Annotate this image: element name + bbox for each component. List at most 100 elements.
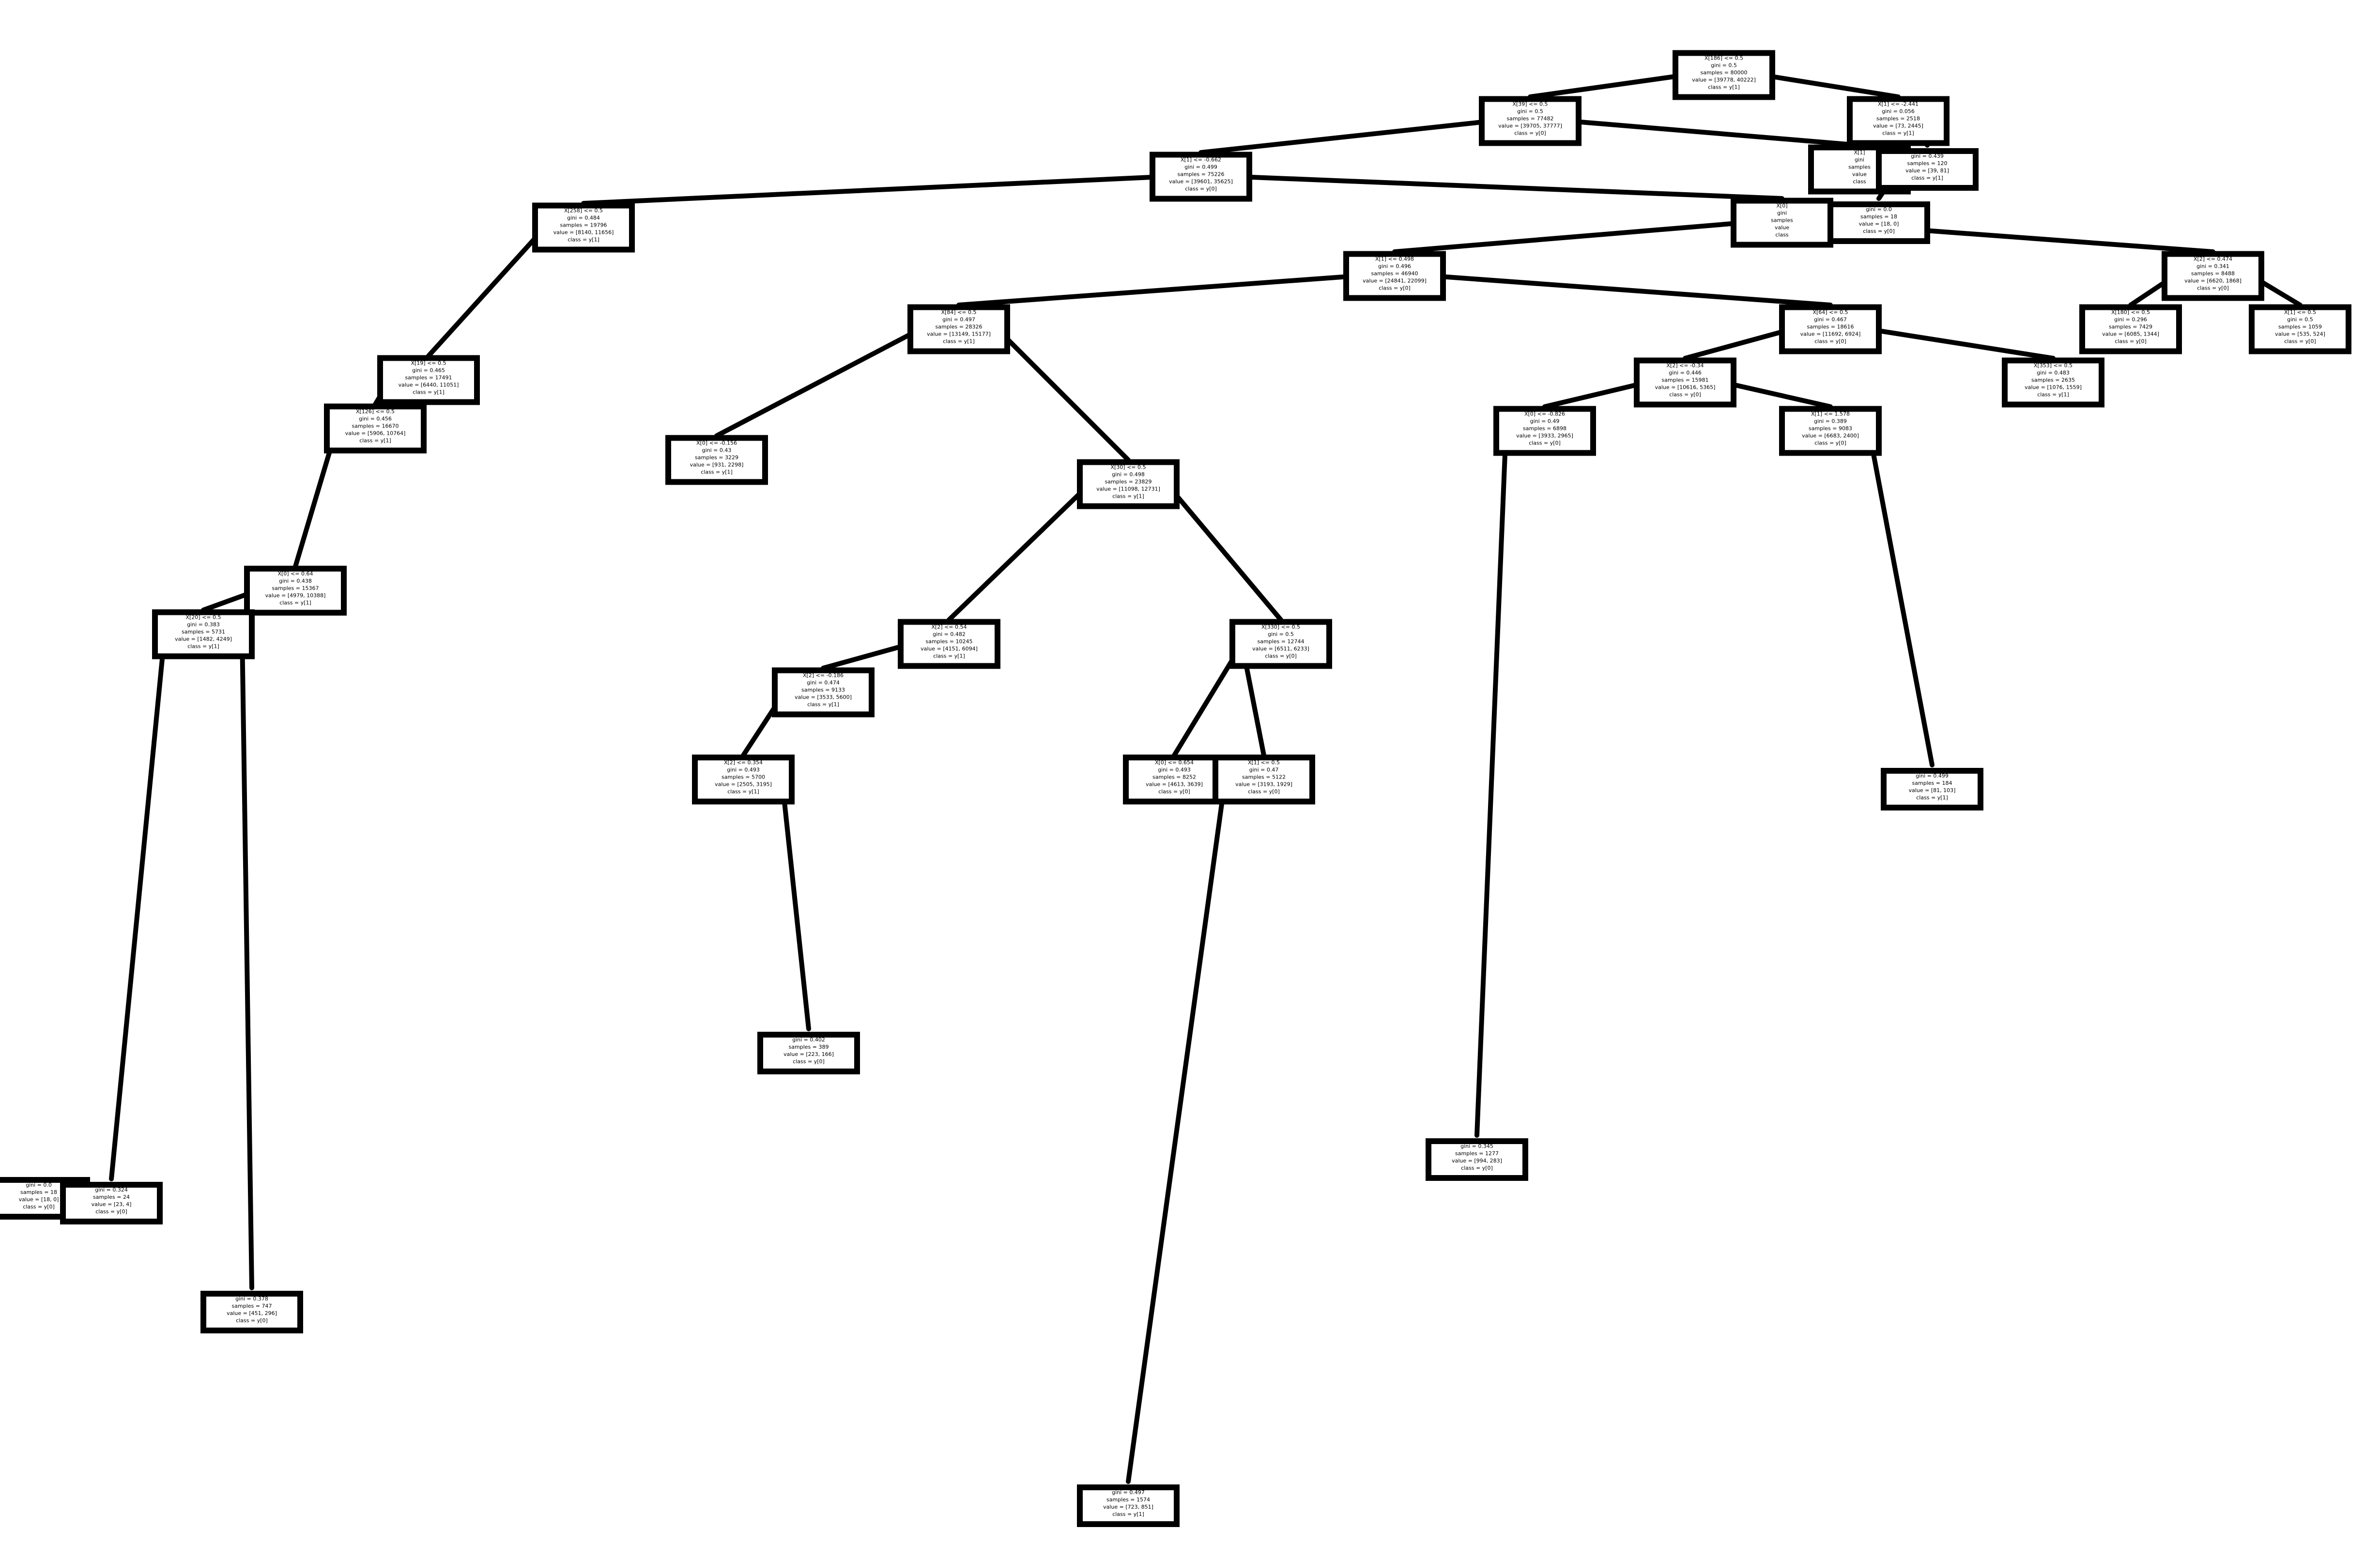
node-label-line: samples = 747 xyxy=(232,1303,272,1309)
node-label-line: samples = 5700 xyxy=(722,774,765,780)
node-label-line: class = y[1] xyxy=(568,237,599,243)
node-box xyxy=(1827,201,1930,244)
node-label-line: X[353] <= 0.5 xyxy=(2034,363,2073,369)
node-box xyxy=(1847,96,1950,146)
node-label-line: class = y[0] xyxy=(1814,338,1846,345)
tree-edge-n12-n15 xyxy=(1683,327,1794,361)
node-label-line: gini xyxy=(1777,210,1787,216)
node-label-line: class = y[0] xyxy=(1863,228,1895,234)
node-label-line: gini = 0.5 xyxy=(1268,631,1294,638)
node-label-line: class = y[0] xyxy=(1669,392,1701,398)
node-box xyxy=(377,355,480,405)
tree-edge-n30-n37 xyxy=(109,632,167,1181)
node-label-line: gini = 0.499 xyxy=(1184,164,1217,170)
node-label-line: samples = 75226 xyxy=(1178,171,1225,178)
node-label-line: X[19] <= 0.5 xyxy=(411,360,446,367)
node-box xyxy=(1150,152,1252,202)
tree-edge-n20-n22 xyxy=(1165,482,1283,622)
node-label-line: X[0] <= 0.654 xyxy=(1155,760,1194,766)
node-label-line: samples = 7429 xyxy=(2109,324,2152,330)
node-box xyxy=(2249,304,2351,354)
node-label-line: samples = 5731 xyxy=(182,629,225,635)
node-label-line: samples = 17491 xyxy=(405,375,452,381)
node-label-line: value = [223, 166] xyxy=(783,1051,834,1057)
tree-edge-n20-n21 xyxy=(947,482,1092,622)
tree-edge-n0-n2 xyxy=(1760,73,1901,99)
node-label-line: X[30] <= 0.5 xyxy=(1110,464,1146,471)
node-label-line: class = y[0] xyxy=(1248,789,1280,795)
node-label-line: gini = 0.383 xyxy=(187,622,220,628)
node-label-line: X[2] <= -0.34 xyxy=(1666,363,1704,369)
node-box xyxy=(200,1291,303,1333)
node-label-line: value = [3933, 2965] xyxy=(1516,433,1573,439)
node-label-line: samples = 9133 xyxy=(801,687,845,693)
node-label-line: value = [535, 524] xyxy=(2275,331,2325,337)
tree-edge-n15-n17 xyxy=(1542,380,1649,409)
node-label-line: value = [8140, 11656] xyxy=(553,229,614,236)
node-label-line: gini = 0.465 xyxy=(412,367,445,374)
node-label-line: samples = 15981 xyxy=(1662,377,1709,383)
node-label-line: class = y[0] xyxy=(793,1058,825,1065)
node-label-line: value = [6440, 11051] xyxy=(399,382,459,388)
node-label-line: gini = 0.5 xyxy=(2287,317,2313,323)
node-box xyxy=(1123,754,1226,805)
node-label-line: gini = 0.5 xyxy=(1517,108,1543,115)
node-label-line: class xyxy=(1853,179,1866,185)
node-label-line: samples = 184 xyxy=(1912,780,1952,786)
node-label-line: class = y[0] xyxy=(95,1208,127,1215)
tree-edge-n11-n20 xyxy=(995,327,1131,462)
node-box xyxy=(2079,304,2182,354)
node-label-line: gini = 0.499 xyxy=(1916,773,1949,779)
node-label-line: gini = 0.0 xyxy=(1866,206,1892,213)
node-label-line: samples = 80000 xyxy=(1701,70,1748,76)
node-label-line: gini = 0.389 xyxy=(1814,418,1847,425)
node-label-line: value = [11692, 6924] xyxy=(1800,331,1861,337)
node-label-line: class = y[1] xyxy=(807,702,839,708)
node-label-line: value xyxy=(1775,225,1789,231)
node-label-line: class = y[1] xyxy=(727,789,759,795)
node-label-line: gini = 0.49 xyxy=(1530,418,1560,425)
node-label-line: gini = 0.296 xyxy=(2114,317,2147,323)
node-box xyxy=(1779,406,1882,456)
tree-edge-n30-n36 xyxy=(240,632,254,1290)
node-label-line: gini = 0.402 xyxy=(792,1037,825,1043)
node-label-line: samples = 2518 xyxy=(1876,116,1920,122)
node-box xyxy=(244,566,347,616)
node-label-line: samples = 1277 xyxy=(1455,1150,1499,1157)
node-label-line: X[1] <= 1.578 xyxy=(1811,411,1850,417)
tree-edge-n9-n12 xyxy=(1431,274,1833,307)
node-label-line: class = y[1] xyxy=(1882,130,1914,137)
node-label-line: samples = 24 xyxy=(93,1194,130,1200)
node-box xyxy=(692,754,795,805)
node-label-line: gini = 0.496 xyxy=(1378,263,1411,270)
node-label-line: value = [18, 0] xyxy=(1859,221,1899,227)
node-label-line: X[0] <= -0.156 xyxy=(696,440,737,446)
node-label-line: X[2] <= 0.474 xyxy=(2194,256,2232,262)
node-label-line: gini = 0.439 xyxy=(1911,153,1944,159)
tree-edge-n21-n23 xyxy=(821,642,913,671)
node-label-line: value = [6085, 1344] xyxy=(2102,331,2159,337)
tree-edge-n0-n1 xyxy=(1528,73,1688,99)
node-label-line: value = [24841, 22099] xyxy=(1363,278,1427,284)
tree-edge-n1-n3 xyxy=(1198,119,1494,155)
node-label-line: samples = 23829 xyxy=(1105,479,1152,485)
node-label-line: X[1] <= 0.498 xyxy=(1375,256,1414,262)
node-box xyxy=(532,202,635,253)
node-label-line: samples xyxy=(1848,164,1871,170)
node-box xyxy=(2162,251,2264,301)
tree-edge-n9-n11 xyxy=(956,274,1358,307)
node-label-line: class xyxy=(1775,232,1789,238)
node-label-line: value = [6620, 1868] xyxy=(2184,278,2242,284)
node-label-line: samples = 2635 xyxy=(2031,377,2075,383)
